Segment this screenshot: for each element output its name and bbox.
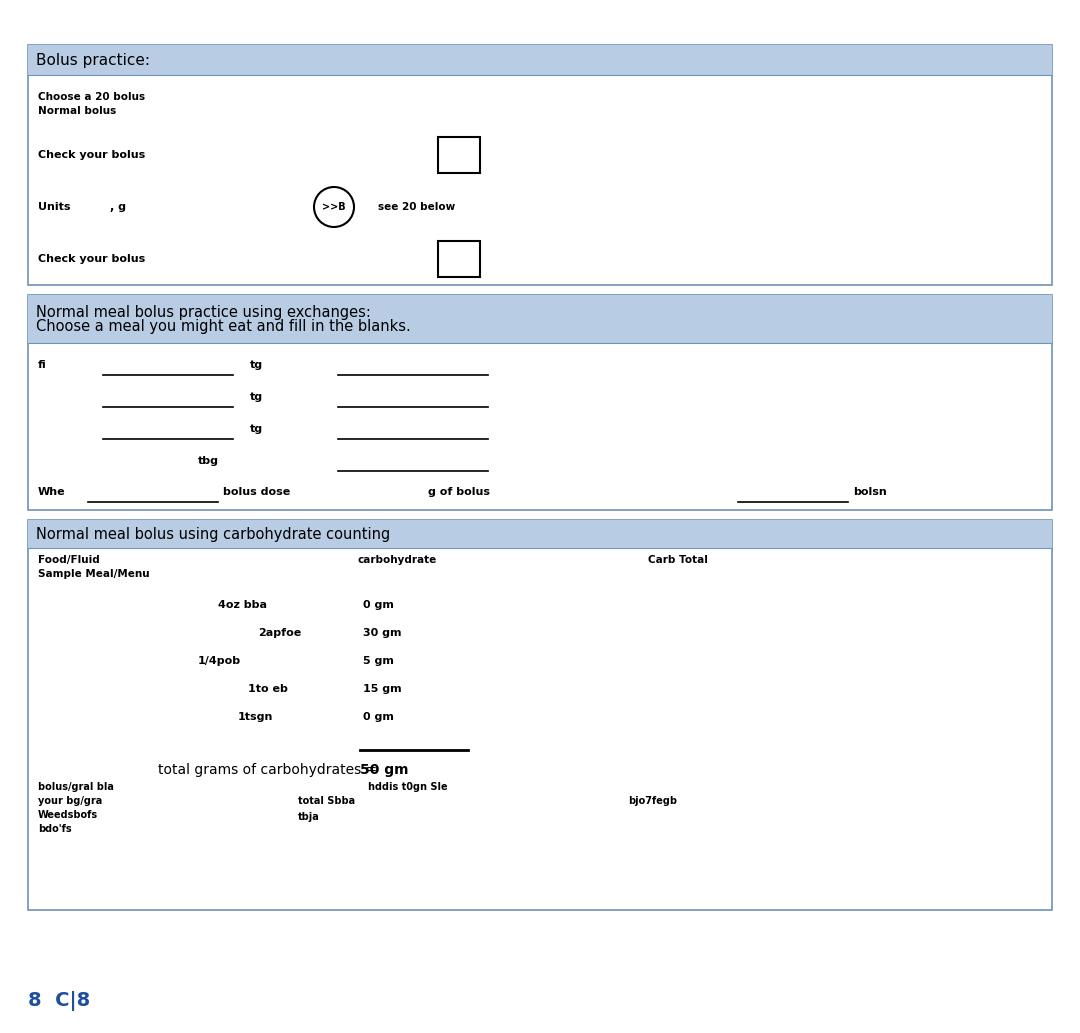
Text: bolsn: bolsn bbox=[853, 487, 887, 497]
Text: your bg/gra: your bg/gra bbox=[38, 796, 103, 806]
Text: 1to eb: 1to eb bbox=[248, 684, 288, 694]
Bar bbox=[28, 295, 1052, 510]
Text: , g: , g bbox=[110, 202, 126, 212]
Text: Whe: Whe bbox=[38, 487, 66, 497]
Text: tbg: tbg bbox=[198, 456, 219, 466]
Bar bbox=[28, 520, 1052, 547]
Text: 0 gm: 0 gm bbox=[363, 600, 394, 611]
Text: Carb Total: Carb Total bbox=[648, 555, 707, 565]
Text: 1tsgn: 1tsgn bbox=[238, 712, 273, 722]
Text: Normal meal bolus using carbohydrate counting: Normal meal bolus using carbohydrate cou… bbox=[36, 527, 390, 541]
Text: hddis t0gn Sle: hddis t0gn Sle bbox=[368, 782, 447, 792]
Text: 1/4pob: 1/4pob bbox=[198, 656, 241, 666]
Text: 4oz bba: 4oz bba bbox=[218, 600, 267, 611]
Text: 50 gm: 50 gm bbox=[360, 763, 408, 777]
Text: Check your bolus: Check your bolus bbox=[38, 254, 145, 264]
Text: bolus/gral bla: bolus/gral bla bbox=[38, 782, 113, 792]
Text: 2apfoe: 2apfoe bbox=[258, 628, 301, 638]
Text: bolus dose: bolus dose bbox=[222, 487, 291, 497]
Text: total Sbba: total Sbba bbox=[298, 796, 355, 806]
Text: Normal meal bolus practice using exchanges:: Normal meal bolus practice using exchang… bbox=[36, 305, 370, 319]
Bar bbox=[28, 295, 1052, 343]
Text: >>B: >>B bbox=[322, 202, 346, 212]
Text: tg: tg bbox=[249, 359, 264, 370]
Text: 30 gm: 30 gm bbox=[363, 628, 402, 638]
Text: tg: tg bbox=[249, 424, 264, 434]
Text: Weedsbofs: Weedsbofs bbox=[38, 810, 98, 820]
Text: tg: tg bbox=[249, 392, 264, 402]
Text: see 20 below: see 20 below bbox=[378, 202, 456, 212]
Text: g of bolus: g of bolus bbox=[428, 487, 490, 497]
Bar bbox=[28, 45, 1052, 285]
Text: total grams of carbohydrates =: total grams of carbohydrates = bbox=[158, 763, 377, 777]
Text: Choose a meal you might eat and fill in the blanks.: Choose a meal you might eat and fill in … bbox=[36, 318, 410, 334]
Text: Food/Fluid: Food/Fluid bbox=[38, 555, 99, 565]
Text: Normal bolus: Normal bolus bbox=[38, 106, 117, 116]
Bar bbox=[438, 137, 480, 173]
Circle shape bbox=[314, 187, 354, 227]
Text: bdo'fs: bdo'fs bbox=[38, 824, 71, 834]
Text: Sample Meal/Menu: Sample Meal/Menu bbox=[38, 569, 150, 580]
Bar bbox=[28, 520, 1052, 910]
Text: Units: Units bbox=[38, 202, 70, 212]
Bar bbox=[438, 241, 480, 277]
Text: Check your bolus: Check your bolus bbox=[38, 150, 145, 160]
Text: Bolus practice:: Bolus practice: bbox=[36, 53, 150, 67]
Text: Choose a 20 bolus: Choose a 20 bolus bbox=[38, 92, 145, 102]
Text: 15 gm: 15 gm bbox=[363, 684, 402, 694]
Text: 5 gm: 5 gm bbox=[363, 656, 394, 666]
Text: carbohydrate: carbohydrate bbox=[357, 555, 437, 565]
Text: 0 gm: 0 gm bbox=[363, 712, 394, 722]
Text: fi: fi bbox=[38, 359, 46, 370]
Text: 8  C|8: 8 C|8 bbox=[28, 991, 91, 1011]
Text: bjo7fegb: bjo7fegb bbox=[627, 796, 677, 806]
Bar bbox=[28, 45, 1052, 75]
Text: tbja: tbja bbox=[298, 812, 320, 822]
